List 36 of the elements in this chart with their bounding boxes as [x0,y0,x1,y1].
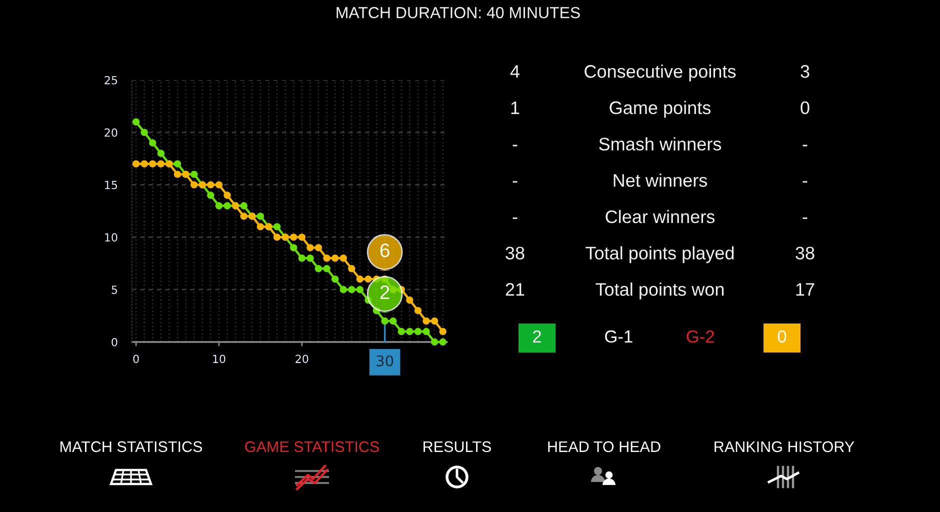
data-label: 38 [796,246,814,260]
annotation: 6 [380,243,390,258]
chart-title: MATCH DURATION: 40 MINUTES [336,6,580,18]
x-tick-label: 10 [213,354,226,364]
category-label: Total points played [586,246,734,264]
y-tick-label: 15 [105,180,118,190]
category-label: HEAD TO HEAD [548,441,660,452]
y-tick-label: 10 [105,233,118,242]
data-label: 3 [800,65,810,78]
data-label: - [802,181,808,183]
y-tick-label: 0 [112,338,118,346]
category-label: Consecutive points [584,64,736,82]
category-label: RESULTS [424,441,491,452]
y-tick-label: 5 [112,286,118,294]
category-label: Total points won [596,282,724,300]
category-label: Net winners [614,174,708,187]
data-label: 0 [800,101,810,114]
category-label: Clear winners [606,210,715,224]
category-label: G-1 [605,330,632,343]
annotation: 2 [380,285,390,299]
y-tick-label: 20 [104,128,118,137]
x-tick-label: 20 [296,354,308,364]
data-label: - [802,217,808,219]
x-tick-label: 0 [133,354,139,364]
ref-line-label: 30 [376,355,394,366]
data-label: 0 [778,330,786,343]
category-label: Game points [610,100,711,118]
y-tick-label: 25 [104,76,118,84]
data-label: - [802,144,808,146]
category-label: Smash winners [599,137,722,151]
category-label: GAME STATISTICS [245,441,379,452]
data-label: 2 [533,330,541,342]
data-label: 17 [796,283,814,296]
category-label: RANKING HISTORY [714,441,854,452]
category-label: MATCH STATISTICS [60,441,202,452]
category-label: G-2 [686,330,714,343]
